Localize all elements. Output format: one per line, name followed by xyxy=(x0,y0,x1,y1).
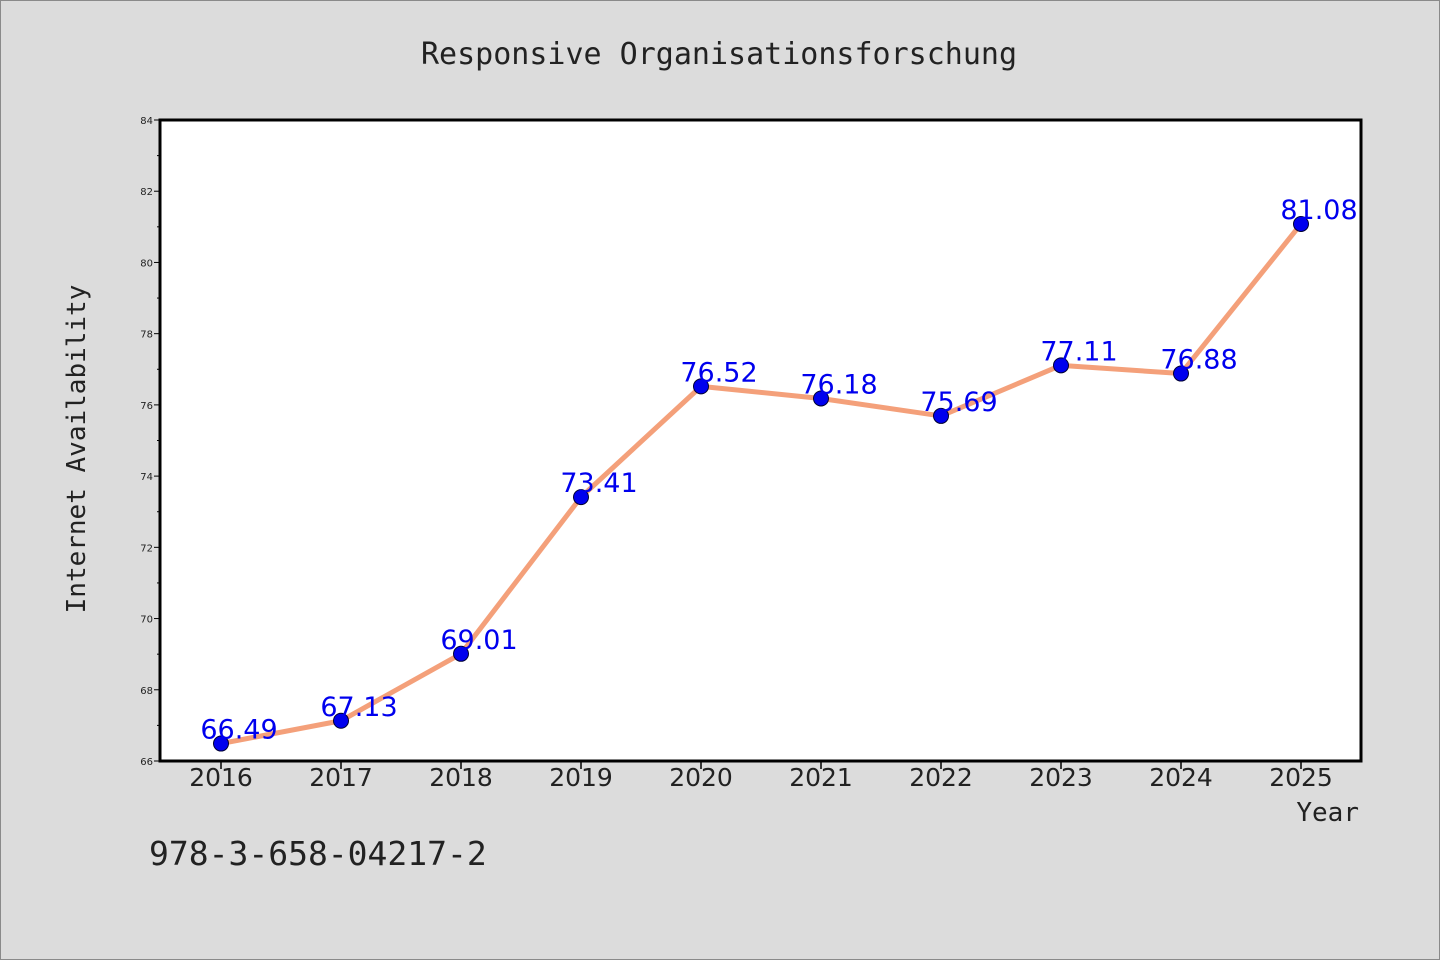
data-point xyxy=(933,407,949,424)
x-tick-label: 2025 xyxy=(1269,763,1333,792)
chart-title: Responsive Organisationsforschung xyxy=(421,37,1017,72)
x-tick-label: 2024 xyxy=(1149,763,1213,792)
x-tick-label: 2016 xyxy=(189,763,253,792)
data-label: 69.01 xyxy=(440,625,517,656)
x-tick-label: 2023 xyxy=(1029,763,1093,792)
y-axis-label: Internet Availability xyxy=(62,285,92,614)
x-tick-label: 2022 xyxy=(909,763,973,792)
data-label: 76.52 xyxy=(680,357,757,388)
y-tick-label: 72 xyxy=(140,543,153,554)
x-axis-ticks: 2016 2017 2018 2019 2020 2021 2022 2023 2024 2025 xyxy=(189,761,1333,792)
series-line xyxy=(218,221,1304,747)
data-label: 73.41 xyxy=(560,468,637,499)
y-tick-label: 70 xyxy=(140,615,153,626)
x-axis-label: Year xyxy=(1296,798,1359,828)
data-point xyxy=(813,390,829,407)
x-tick-label: 2020 xyxy=(669,763,733,792)
y-tick-label: 84 xyxy=(140,116,153,127)
plot-area xyxy=(160,120,1361,761)
isbn-text: 978-3-658-04217-2 xyxy=(149,834,487,873)
data-label: 76.18 xyxy=(800,369,877,400)
y-tick-label: 74 xyxy=(140,472,153,483)
y-tick-label: 78 xyxy=(140,330,153,341)
data-label: 75.69 xyxy=(920,387,997,418)
data-point xyxy=(1173,365,1189,382)
data-label: 81.08 xyxy=(1280,195,1357,226)
y-tick-label: 80 xyxy=(140,258,153,269)
data-point xyxy=(573,489,589,506)
y-tick-label: 76 xyxy=(140,401,153,412)
data-label: 77.11 xyxy=(1040,336,1117,367)
y-tick-label: 82 xyxy=(140,187,153,198)
series-layer: 66.49 67.13 69.01 73.41 76.52 76.18 75.69 77.11… xyxy=(200,195,1358,752)
x-tick-label: 2019 xyxy=(549,763,613,792)
data-label: 66.49 xyxy=(200,715,277,746)
data-label: 76.88 xyxy=(1160,345,1237,376)
data-label: 67.13 xyxy=(320,692,397,723)
data-point xyxy=(1293,215,1309,232)
y-tick-label: 68 xyxy=(140,686,153,697)
x-tick-label: 2018 xyxy=(429,763,493,792)
x-tick-label: 2017 xyxy=(309,763,373,792)
data-point xyxy=(1053,357,1069,374)
data-point xyxy=(213,735,229,752)
data-point xyxy=(333,712,349,729)
data-point xyxy=(453,645,469,662)
plot-frame xyxy=(158,118,1363,763)
data-point xyxy=(693,378,709,395)
y-axis-ticks: 66 68 70 72 74 76 78 80 82 84 xyxy=(140,116,160,768)
x-tick-label: 2021 xyxy=(789,763,853,792)
y-tick-label: 66 xyxy=(140,757,153,768)
